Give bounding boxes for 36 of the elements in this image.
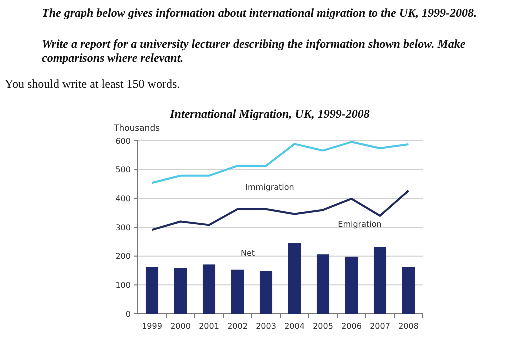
- bar: [260, 271, 273, 314]
- y-tick-label: 300: [116, 223, 131, 232]
- x-tick-label: 2004: [284, 322, 305, 331]
- bar: [231, 270, 244, 314]
- y-tick-label: 200: [116, 252, 131, 262]
- x-tick-label: 1999: [142, 322, 162, 331]
- bar: [202, 264, 216, 314]
- y-tick-label: 400: [116, 194, 131, 204]
- x-tick-label: 2005: [313, 322, 334, 331]
- series-label: Emigration: [338, 220, 382, 229]
- bar: [345, 256, 358, 314]
- bar: [288, 243, 302, 314]
- series-label: Net: [240, 249, 256, 258]
- bar: [402, 267, 416, 314]
- y-tick-label: 0: [126, 310, 131, 319]
- text: Immigration: [246, 183, 294, 192]
- text: The graph below gives information about international migration to the UK, 1999-2008.: [42, 6, 478, 20]
- text: You should write at least 150 words.: [5, 77, 182, 91]
- bar: [146, 267, 159, 314]
- x-tick-label: 2007: [370, 322, 390, 331]
- x-tick-label: 2002: [228, 322, 248, 331]
- x-tick-label: 2000: [170, 322, 191, 331]
- bar: [316, 254, 330, 314]
- y-tick-label: 100: [116, 280, 131, 290]
- text: Write a report for a university lecturer describing the information shown below. Make comparisons where relevant.: [42, 37, 467, 65]
- bar: [174, 268, 188, 314]
- y-tick-label: 600: [116, 136, 131, 146]
- line-series: [151, 141, 410, 184]
- x-tick-label: 2008: [398, 322, 419, 331]
- x-tick-label: 2001: [199, 322, 220, 331]
- y-tick-label: 500: [116, 166, 131, 175]
- chart-title: International Migration, UK, 1999-2008: [169, 107, 370, 121]
- x-tick-label: 2003: [256, 322, 276, 331]
- x-tick-label: 2006: [342, 322, 362, 331]
- bar: [374, 247, 387, 314]
- y-axis-title: Thousands: [113, 124, 161, 134]
